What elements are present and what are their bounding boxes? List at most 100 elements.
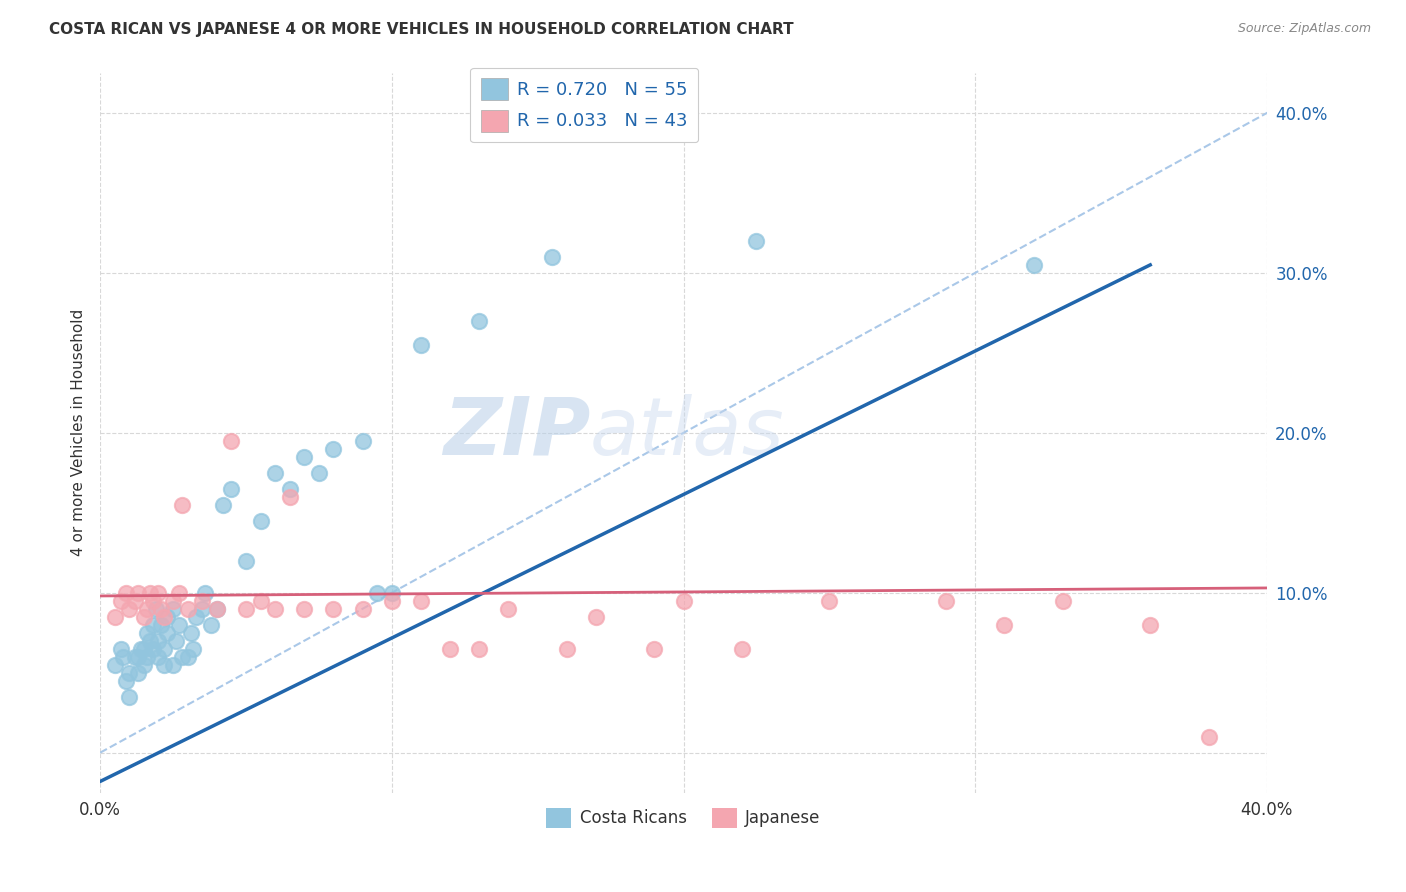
Point [135, 649, 157, 664]
Point [110, 593, 132, 607]
Point [162, 601, 184, 615]
Point [142, 617, 165, 632]
Point [818, 593, 841, 607]
Point [132, 657, 155, 672]
Point [183, 641, 205, 656]
Point [468, 641, 491, 656]
Point [153, 657, 176, 672]
Point [153, 609, 176, 624]
Point [118, 665, 141, 680]
Point [322, 601, 344, 615]
Point [135, 601, 157, 615]
Point [249, 593, 271, 607]
Point [352, 434, 374, 448]
Point [148, 649, 170, 664]
Point [167, 617, 190, 632]
Point [132, 641, 155, 656]
Point [278, 482, 301, 496]
Point [129, 641, 152, 656]
Point [264, 601, 287, 615]
Text: COSTA RICAN VS JAPANESE 4 OR MORE VEHICLES IN HOUSEHOLD CORRELATION CHART: COSTA RICAN VS JAPANESE 4 OR MORE VEHICL… [49, 22, 794, 37]
Point [112, 649, 135, 664]
Y-axis label: 4 or more Vehicles in Household: 4 or more Vehicles in Household [72, 310, 86, 557]
Point [278, 490, 301, 504]
Point [409, 338, 432, 352]
Point [1139, 617, 1161, 632]
Point [381, 593, 404, 607]
Point [221, 482, 243, 496]
Point [993, 617, 1015, 632]
Point [439, 641, 461, 656]
Point [176, 649, 198, 664]
Point [104, 657, 127, 672]
Point [194, 586, 217, 600]
Point [148, 586, 170, 600]
Legend: Costa Ricans, Japanese: Costa Ricans, Japanese [540, 801, 827, 835]
Point [643, 641, 665, 656]
Point [1198, 730, 1220, 744]
Point [115, 586, 138, 600]
Point [235, 601, 257, 615]
Text: atlas: atlas [591, 393, 785, 472]
Point [127, 586, 149, 600]
Point [186, 609, 208, 624]
Point [142, 641, 165, 656]
Point [366, 586, 388, 600]
Point [104, 609, 127, 624]
Point [745, 234, 768, 248]
Point [322, 442, 344, 456]
Point [191, 601, 214, 615]
Text: Source: ZipAtlas.com: Source: ZipAtlas.com [1237, 22, 1371, 36]
Point [145, 601, 167, 615]
Point [170, 649, 193, 664]
Point [176, 601, 198, 615]
Point [115, 673, 138, 688]
Point [541, 250, 564, 264]
Point [352, 601, 374, 615]
Point [191, 593, 214, 607]
Point [1022, 258, 1045, 272]
Point [468, 314, 491, 328]
Point [249, 514, 271, 528]
Point [132, 609, 155, 624]
Point [200, 617, 222, 632]
Point [235, 554, 257, 568]
Point [672, 593, 695, 607]
Point [264, 466, 287, 480]
Point [148, 633, 170, 648]
Point [138, 586, 160, 600]
Point [150, 601, 173, 615]
Point [409, 593, 432, 607]
Point [167, 586, 190, 600]
Point [162, 657, 184, 672]
Point [498, 601, 520, 615]
Point [127, 649, 149, 664]
Point [308, 466, 330, 480]
Point [124, 593, 146, 607]
Point [292, 450, 315, 464]
Text: ZIP: ZIP [443, 393, 591, 472]
Point [142, 593, 165, 607]
Point [170, 498, 193, 512]
Point [205, 601, 228, 615]
Point [292, 601, 315, 615]
Point [110, 641, 132, 656]
Point [138, 633, 160, 648]
Point [156, 609, 179, 624]
Point [211, 498, 233, 512]
Point [156, 625, 179, 640]
Point [165, 633, 187, 648]
Point [381, 586, 404, 600]
Point [221, 434, 243, 448]
Point [118, 690, 141, 704]
Point [585, 609, 607, 624]
Point [205, 601, 228, 615]
Point [731, 641, 754, 656]
Point [153, 641, 176, 656]
Point [180, 625, 202, 640]
Point [555, 641, 578, 656]
Point [127, 665, 149, 680]
Point [150, 617, 173, 632]
Point [1052, 593, 1074, 607]
Point [135, 625, 157, 640]
